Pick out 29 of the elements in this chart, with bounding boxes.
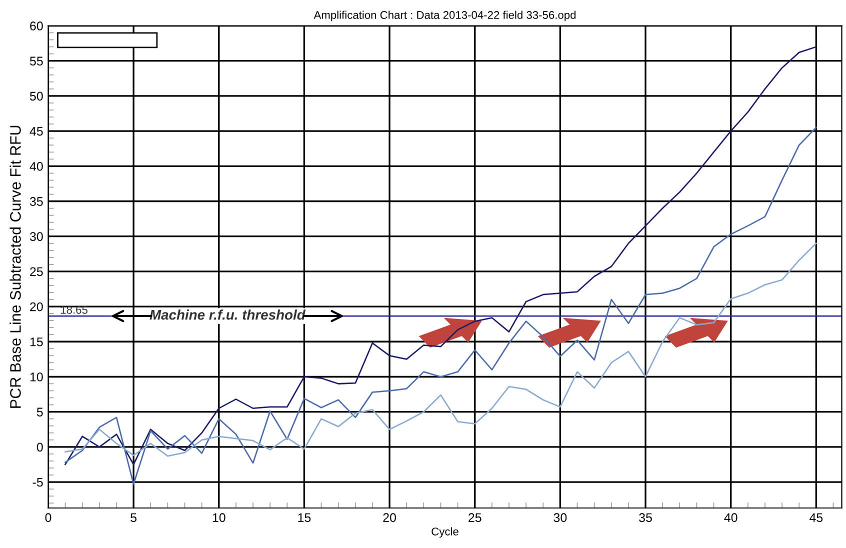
y-tick-label: 0: [36, 442, 43, 452]
x-tick-label: 15: [298, 513, 311, 522]
x-tick-label: 10: [212, 513, 226, 522]
x-tick-label: 30: [554, 513, 567, 522]
y-tick-label: 40: [30, 162, 43, 171]
y-tick-label: 25: [30, 267, 43, 276]
y-tick-label: 50: [30, 92, 43, 101]
x-tick-label: 35: [639, 513, 652, 522]
ref-line-label: 18.65: [60, 306, 88, 314]
y-tick-label: 20: [30, 302, 43, 312]
x-tick-label: 5: [130, 513, 136, 522]
y-tick-label: 5: [36, 408, 43, 416]
x-tick-label: 0: [45, 513, 52, 522]
y-tick-label: 35: [30, 197, 43, 206]
y-tick-label: 15: [30, 338, 43, 346]
y-tick-label: 55: [30, 56, 43, 66]
y-tick-label: 60: [30, 22, 43, 30]
x-tick-label: 25: [468, 513, 482, 522]
x-axis-title: Cycle: [432, 527, 458, 538]
annotation: Machine r.f.u. threshold: [150, 310, 306, 320]
x-tick-label: 45: [810, 513, 823, 522]
y-axis-title: PCR Base Line Subtracted Curve Fit RFU: [10, 126, 21, 408]
x-tick-label: 40: [724, 513, 738, 522]
chart-title: Amplification Chart : Data 2013-04-22 field 33-56.opd: [314, 10, 576, 22]
x-tick-label: 20: [383, 513, 396, 522]
y-tick-label: 30: [30, 232, 43, 241]
y-tick-label: 45: [30, 126, 43, 136]
y-tick-label: 10: [30, 372, 43, 382]
y-tick-label: -5: [32, 478, 43, 487]
